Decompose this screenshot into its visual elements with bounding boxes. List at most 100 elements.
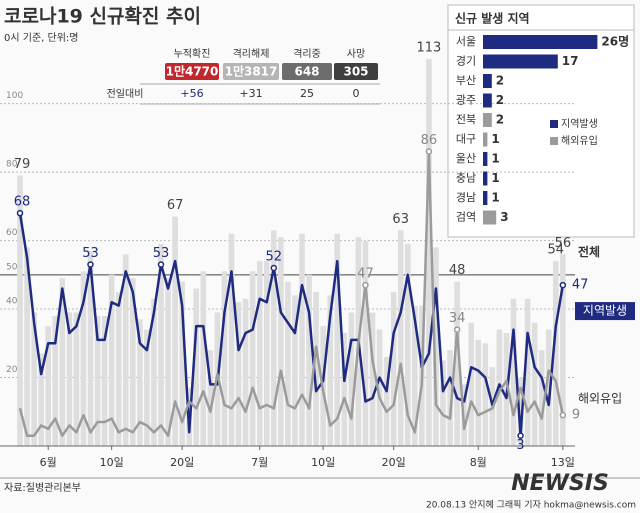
y-tick-label: 20 [6, 365, 18, 375]
bar [426, 59, 432, 446]
region-label: 부산 [456, 74, 476, 87]
region-bar [483, 113, 492, 127]
bar [144, 329, 150, 446]
point [517, 432, 524, 439]
y-tick-label: 50 [6, 262, 18, 272]
legend-label: 지역발생 [583, 304, 627, 318]
data-label: 52 [266, 249, 283, 264]
bar [101, 315, 108, 446]
x-tick-label: 20일 [170, 455, 194, 469]
data-label: 63 [392, 212, 409, 227]
bar [390, 291, 397, 446]
bar [172, 216, 178, 446]
bar [341, 333, 348, 446]
bar [517, 377, 524, 446]
data-label: 79 [14, 157, 31, 172]
summary-header: 격리중 [293, 47, 321, 60]
bar [17, 175, 23, 446]
region-bar [483, 152, 488, 166]
bar [151, 298, 157, 446]
summary-box [334, 63, 378, 80]
region-value: 1 [491, 152, 499, 166]
point [559, 411, 567, 419]
x-tick-label: 7월 [251, 456, 268, 469]
summary-header: 사망 [347, 48, 365, 60]
bar [404, 244, 411, 446]
x-tick-label: 10일 [100, 455, 124, 469]
bar [327, 295, 333, 446]
summary-header: 격리해제 [233, 47, 270, 60]
region-label: 전북 [456, 113, 476, 126]
point [453, 326, 461, 333]
bar [31, 312, 37, 446]
bar [66, 312, 73, 446]
point [270, 264, 278, 272]
bar [510, 298, 517, 446]
legend-box [575, 302, 635, 321]
point [425, 148, 433, 155]
region-value: 2 [496, 74, 504, 88]
bar [228, 233, 235, 446]
bar [468, 322, 474, 446]
legend-swatch [550, 120, 558, 128]
region-label: 경기 [456, 55, 476, 68]
data-label: 9 [572, 408, 580, 423]
bar [52, 315, 59, 446]
bar [165, 278, 171, 446]
bar [482, 343, 489, 446]
summary-value: 648 [294, 65, 319, 79]
legend-label: 해외유입 [578, 392, 622, 406]
bar [447, 350, 453, 446]
line [18, 212, 565, 437]
legend-label: 지역발생 [561, 118, 598, 130]
region-bar [483, 191, 488, 205]
region-value: 26명 [601, 35, 629, 49]
x-tick-label: 13일 [551, 455, 575, 469]
legend-label: 전체 [578, 244, 600, 259]
bar [538, 350, 545, 446]
panel-title: 신규 발생 지역 [455, 11, 530, 26]
summary-change: +31 [239, 87, 262, 100]
x-tick-label: 6월 [40, 456, 57, 469]
data-label: 68 [14, 195, 31, 210]
bar [59, 278, 66, 446]
y-tick-label: 80 [6, 160, 18, 170]
data-label: 53 [82, 246, 99, 261]
y-tick-label: 40 [6, 297, 18, 307]
bar [242, 298, 249, 446]
bar [130, 278, 136, 446]
bar [454, 281, 460, 446]
bar [299, 233, 305, 446]
bar [158, 244, 164, 446]
bar [433, 247, 439, 446]
bar [38, 353, 44, 446]
summary-box [282, 63, 332, 80]
bar [531, 322, 538, 446]
bar [80, 271, 87, 446]
region-label: 충남 [456, 172, 476, 185]
region-bar [483, 35, 598, 49]
summary-change: +56 [180, 87, 203, 100]
subtitle: 0시 기준, 단위:명 [4, 31, 78, 44]
data-label: 34 [449, 311, 466, 326]
bar [179, 281, 185, 446]
credit: 20.08.13 안지혜 그래픽 기자 hokma@newsis.com [426, 499, 636, 511]
region-bar [483, 93, 492, 108]
point [559, 281, 567, 289]
region-label: 광주 [456, 94, 476, 107]
region-label: 대구 [456, 133, 476, 146]
bar [94, 315, 101, 446]
summary-change: 0 [353, 87, 360, 100]
data-label: 47 [572, 278, 589, 293]
region-value: 2 [496, 93, 504, 107]
bar [348, 312, 355, 446]
bar [306, 274, 312, 446]
bar [115, 291, 122, 446]
bar [553, 261, 559, 446]
bar [271, 230, 277, 446]
bar [137, 319, 143, 446]
bar [369, 312, 376, 446]
legend-swatch [550, 137, 558, 145]
data-label: 47 [357, 267, 374, 282]
region-value: 17 [562, 54, 579, 68]
